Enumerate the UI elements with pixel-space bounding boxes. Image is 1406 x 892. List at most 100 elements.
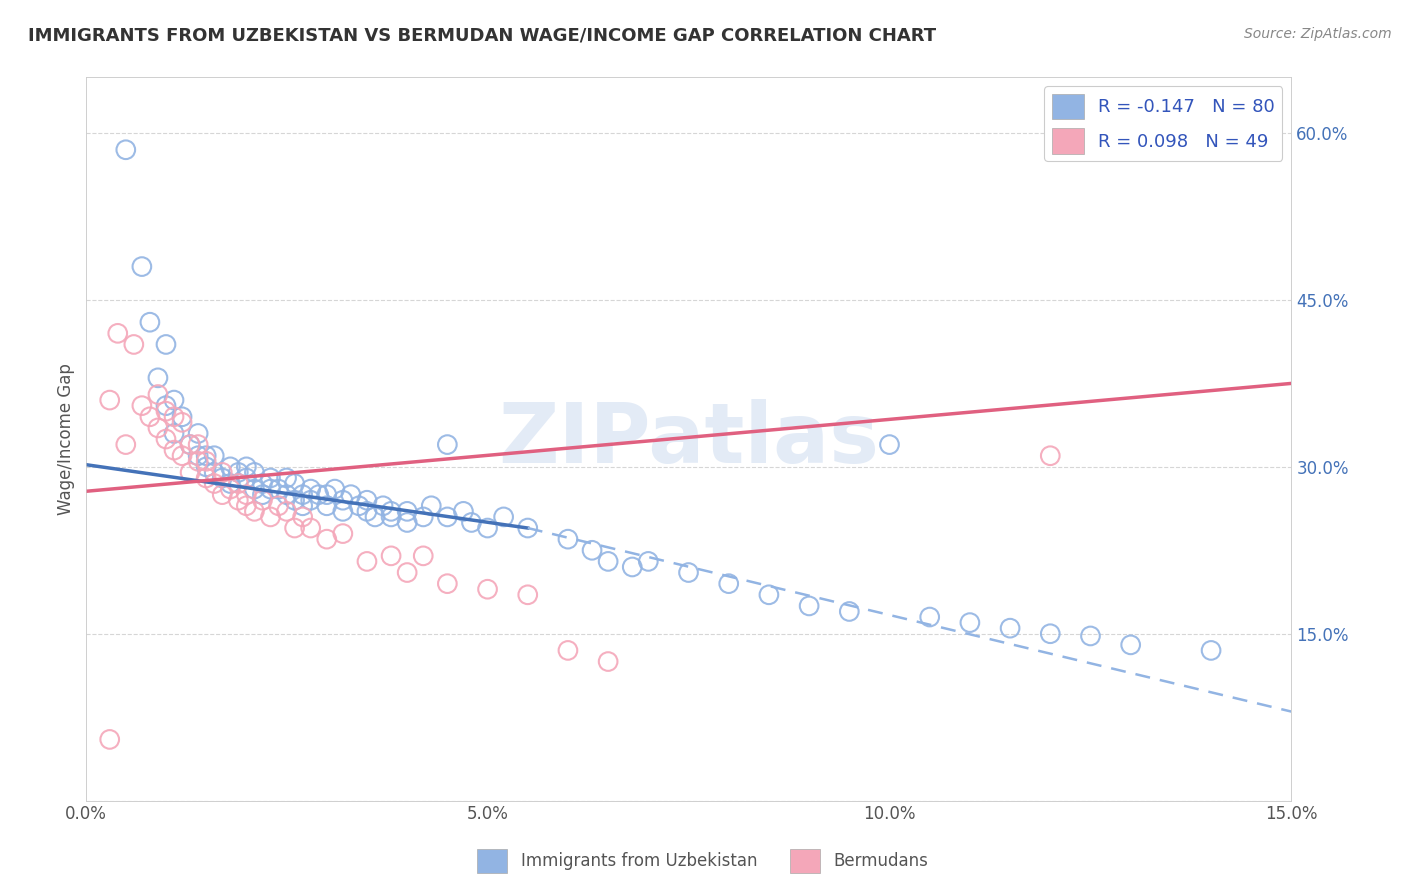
Point bbox=[235, 488, 257, 502]
Point bbox=[315, 488, 337, 502]
Point bbox=[243, 482, 266, 496]
Point bbox=[211, 471, 233, 485]
Point bbox=[396, 566, 419, 580]
Point bbox=[380, 504, 402, 518]
Point bbox=[396, 504, 419, 518]
Point bbox=[323, 482, 346, 496]
Point bbox=[211, 466, 233, 480]
Point bbox=[243, 466, 266, 480]
Point bbox=[838, 605, 860, 619]
Point bbox=[364, 509, 387, 524]
Point bbox=[98, 732, 121, 747]
Point bbox=[340, 488, 363, 502]
Point bbox=[315, 532, 337, 546]
Point bbox=[1039, 449, 1062, 463]
Point bbox=[187, 454, 209, 468]
Point bbox=[228, 493, 250, 508]
Point bbox=[918, 610, 941, 624]
Point bbox=[276, 471, 298, 485]
Point bbox=[1119, 638, 1142, 652]
Point bbox=[146, 421, 169, 435]
Point bbox=[477, 582, 499, 597]
Point bbox=[259, 509, 281, 524]
Point bbox=[356, 493, 378, 508]
Point bbox=[347, 499, 370, 513]
Point bbox=[299, 482, 322, 496]
Point bbox=[187, 437, 209, 451]
Point bbox=[276, 504, 298, 518]
Point bbox=[114, 143, 136, 157]
Point bbox=[477, 521, 499, 535]
Text: Source: ZipAtlas.com: Source: ZipAtlas.com bbox=[1244, 27, 1392, 41]
Point bbox=[299, 493, 322, 508]
Point bbox=[492, 509, 515, 524]
Y-axis label: Wage/Income Gap: Wage/Income Gap bbox=[58, 363, 75, 515]
Point bbox=[170, 415, 193, 429]
Point bbox=[276, 488, 298, 502]
Point bbox=[131, 399, 153, 413]
Point bbox=[170, 449, 193, 463]
Point bbox=[581, 543, 603, 558]
Point bbox=[195, 459, 218, 474]
Point bbox=[436, 576, 458, 591]
Point bbox=[284, 521, 307, 535]
Point bbox=[259, 471, 281, 485]
Point bbox=[797, 599, 820, 613]
Point bbox=[235, 471, 257, 485]
Point bbox=[170, 409, 193, 424]
Point bbox=[114, 437, 136, 451]
Point bbox=[252, 488, 274, 502]
Point bbox=[621, 560, 644, 574]
Point bbox=[235, 459, 257, 474]
Point bbox=[202, 476, 225, 491]
Point bbox=[637, 554, 659, 568]
Point bbox=[598, 655, 620, 669]
Point bbox=[959, 615, 981, 630]
Point bbox=[107, 326, 129, 341]
Point bbox=[219, 482, 242, 496]
Point bbox=[131, 260, 153, 274]
Point bbox=[717, 576, 740, 591]
Point bbox=[163, 409, 186, 424]
Point bbox=[155, 404, 177, 418]
Point bbox=[291, 488, 314, 502]
Point bbox=[758, 588, 780, 602]
Point bbox=[139, 315, 162, 329]
Point bbox=[356, 554, 378, 568]
Point bbox=[332, 493, 354, 508]
Point bbox=[371, 499, 394, 513]
Point bbox=[332, 526, 354, 541]
Point bbox=[267, 499, 290, 513]
Point bbox=[163, 393, 186, 408]
Point bbox=[98, 393, 121, 408]
Point bbox=[557, 643, 579, 657]
Point bbox=[163, 443, 186, 458]
Point bbox=[219, 476, 242, 491]
Point bbox=[146, 387, 169, 401]
Point bbox=[396, 516, 419, 530]
Point bbox=[1039, 626, 1062, 640]
Point bbox=[243, 504, 266, 518]
Point bbox=[163, 426, 186, 441]
Point bbox=[252, 476, 274, 491]
Point bbox=[179, 437, 201, 451]
Point bbox=[1080, 629, 1102, 643]
Point bbox=[259, 482, 281, 496]
Point bbox=[436, 437, 458, 451]
Point bbox=[291, 509, 314, 524]
Text: IMMIGRANTS FROM UZBEKISTAN VS BERMUDAN WAGE/INCOME GAP CORRELATION CHART: IMMIGRANTS FROM UZBEKISTAN VS BERMUDAN W… bbox=[28, 27, 936, 45]
Point bbox=[187, 426, 209, 441]
Point bbox=[202, 449, 225, 463]
Point bbox=[516, 521, 538, 535]
Point bbox=[284, 493, 307, 508]
Point bbox=[453, 504, 475, 518]
Point bbox=[557, 532, 579, 546]
Point bbox=[228, 476, 250, 491]
Point bbox=[252, 493, 274, 508]
Point bbox=[155, 432, 177, 446]
Point bbox=[460, 516, 482, 530]
Point bbox=[228, 466, 250, 480]
Point bbox=[356, 504, 378, 518]
Point bbox=[195, 471, 218, 485]
Point bbox=[179, 466, 201, 480]
